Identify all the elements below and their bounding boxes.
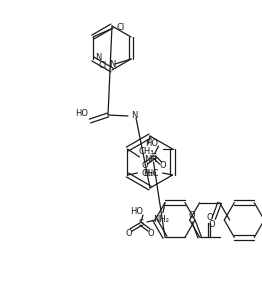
Text: Cl: Cl xyxy=(117,23,125,32)
Text: S: S xyxy=(138,220,144,229)
Text: O: O xyxy=(208,220,215,229)
Text: HO: HO xyxy=(130,208,143,216)
Text: S: S xyxy=(152,152,157,161)
Text: CH₃: CH₃ xyxy=(141,168,157,178)
Text: N: N xyxy=(109,60,115,69)
Text: HO: HO xyxy=(75,109,88,117)
Text: CH₃: CH₃ xyxy=(138,147,154,156)
Text: O: O xyxy=(141,161,148,169)
Text: O: O xyxy=(188,211,195,220)
Text: NH₂: NH₂ xyxy=(153,215,169,224)
Text: N: N xyxy=(131,110,137,119)
Text: Cl: Cl xyxy=(99,60,107,69)
Text: O: O xyxy=(126,230,132,239)
Text: O: O xyxy=(148,230,154,239)
Text: O: O xyxy=(159,161,166,169)
Text: H₃C: H₃C xyxy=(143,168,159,178)
Text: NH: NH xyxy=(144,154,157,164)
Text: HO: HO xyxy=(145,138,159,147)
Text: N: N xyxy=(95,53,101,62)
Text: O: O xyxy=(206,213,213,222)
